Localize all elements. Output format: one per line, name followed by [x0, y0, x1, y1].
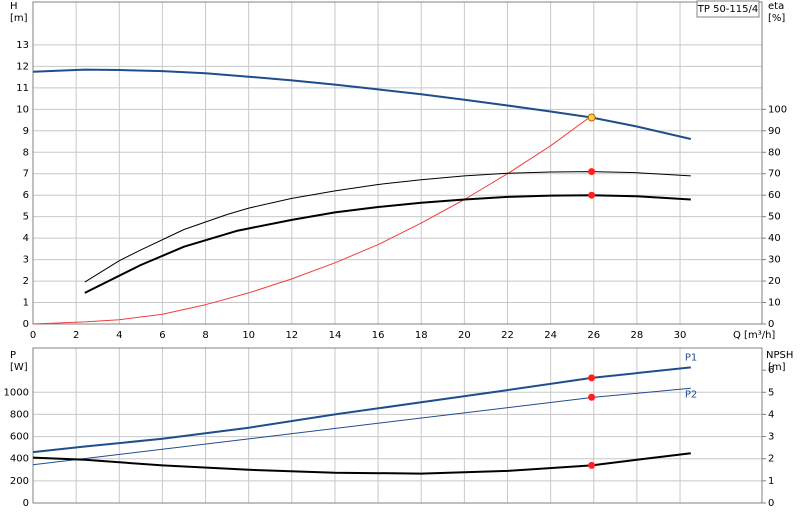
y-tick-label: 8: [23, 147, 29, 158]
y2-tick-label: 70: [768, 169, 781, 180]
y-tick-label: 5: [23, 212, 29, 223]
y-tick-label: 800: [10, 409, 29, 420]
y-tick-label: 12: [16, 61, 29, 72]
x-tick-label: 6: [159, 330, 165, 341]
duty-point: [588, 191, 596, 199]
y-tick-label: 9: [23, 126, 29, 137]
x-label: Q [m³/h]: [733, 330, 775, 341]
y2-tick-label: 0: [768, 319, 774, 330]
y2-tick-label: 2: [768, 454, 774, 465]
x-tick-label: 12: [285, 330, 298, 341]
y-tick-label: 600: [10, 432, 29, 443]
curve: [32, 366, 691, 454]
y2-tick-label: 1: [768, 476, 774, 487]
curve: [84, 194, 691, 294]
y-tick-label: 7: [23, 169, 29, 180]
y-tick-label: 0: [23, 319, 29, 330]
duty-point: [588, 374, 596, 382]
x-tick-label: 22: [501, 330, 514, 341]
x-tick-label: 2: [73, 330, 79, 341]
y-tick-label: 1000: [4, 387, 29, 398]
y-tick-label: 10: [16, 104, 29, 115]
y2-tick-label: 0: [768, 498, 774, 509]
x-tick-label: 8: [202, 330, 208, 341]
y-unit: [m]: [10, 13, 28, 24]
duty-point: [588, 168, 596, 176]
x-tick-label: 24: [544, 330, 557, 341]
y-tick-label: 13: [16, 40, 29, 51]
y-tick-label: 6: [23, 190, 29, 201]
y2-label: NPSH: [766, 350, 793, 361]
curve: [32, 68, 692, 140]
y2-tick-label: 6: [768, 365, 774, 376]
y2-tick-label: 10: [768, 298, 781, 309]
y-tick-label: 2: [23, 276, 29, 287]
y2-tick-label: 80: [768, 147, 781, 158]
y2-tick-label: 50: [768, 212, 781, 223]
x-tick-label: 10: [242, 330, 255, 341]
y2-tick-label: 100: [768, 104, 787, 115]
x-tick-label: 20: [458, 330, 471, 341]
x-tick-label: 26: [587, 330, 600, 341]
duty-point: [588, 461, 596, 469]
curve-label: P2: [685, 389, 697, 400]
y-tick-label: 200: [10, 476, 29, 487]
y-unit: [W]: [10, 362, 28, 373]
y-tick-label: 0: [23, 498, 29, 509]
y2-tick-label: 30: [768, 255, 781, 266]
x-tick-label: 16: [372, 330, 385, 341]
curve-label: P1: [685, 352, 697, 363]
x-tick-label: 4: [116, 330, 122, 341]
duty-point: [588, 393, 596, 401]
x-tick-label: 0: [30, 330, 36, 341]
x-tick-label: 18: [415, 330, 428, 341]
model-box: [696, 0, 760, 18]
duty-point: [587, 113, 596, 122]
x-tick-label: 14: [329, 330, 342, 341]
y-label: H: [10, 1, 18, 12]
y-label: P: [10, 350, 16, 361]
curve: [32, 452, 691, 475]
y2-tick-label: 20: [768, 276, 781, 287]
y2-tick-label: 60: [768, 190, 781, 201]
model-label: TP 50-115/4: [697, 4, 758, 15]
y2-label: eta: [768, 1, 784, 12]
plot-frame: [32, 347, 763, 504]
y-tick-label: 1: [23, 298, 29, 309]
plot-frame: [32, 1, 763, 325]
y2-unit: [%]: [768, 13, 785, 24]
curve: [84, 171, 691, 283]
y2-tick-label: 3: [768, 432, 774, 443]
y2-tick-label: 40: [768, 233, 781, 244]
y2-tick-label: 4: [768, 409, 774, 420]
y2-tick-label: 90: [768, 126, 781, 137]
y-tick-label: 11: [16, 83, 29, 94]
y2-unit: [m]: [768, 362, 786, 373]
x-tick-label: 28: [631, 330, 644, 341]
y-tick-label: 3: [23, 255, 29, 266]
curve: [32, 115, 592, 325]
x-tick-label: 30: [674, 330, 687, 341]
y2-tick-label: 5: [768, 387, 774, 398]
y-tick-label: 4: [23, 233, 29, 244]
y-tick-label: 400: [10, 454, 29, 465]
